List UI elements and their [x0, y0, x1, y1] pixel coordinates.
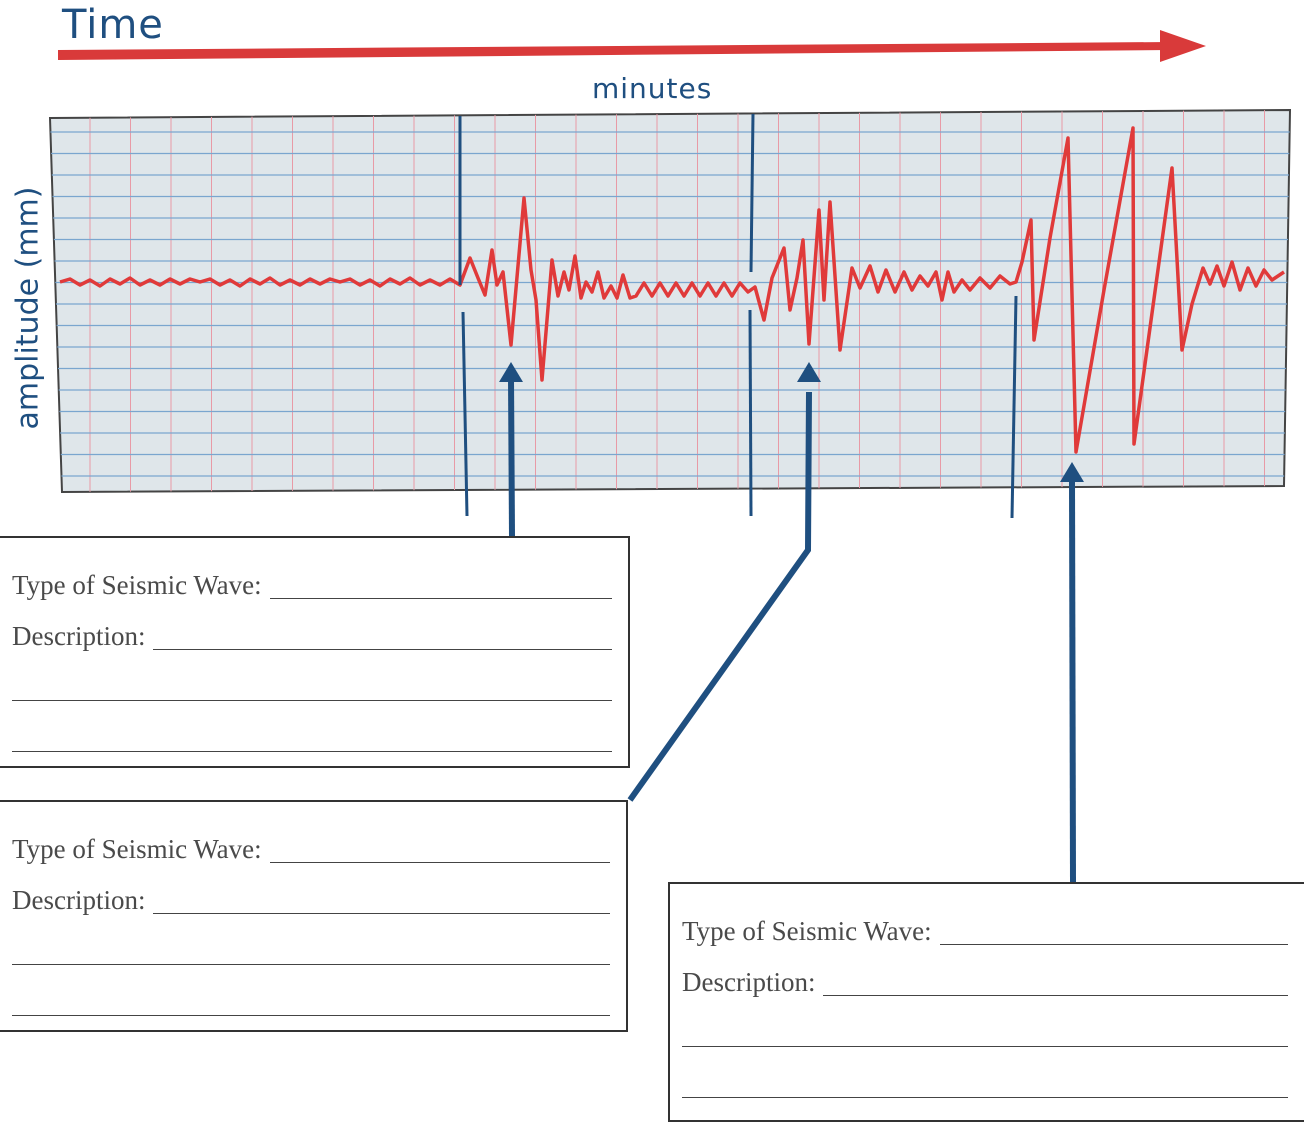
description-label: Description: [12, 885, 146, 915]
box-connectors [499, 362, 1084, 883]
arrival-markers [458, 113, 1018, 519]
time-label: Time [62, 2, 164, 48]
description-row-extra [682, 996, 1288, 1047]
type-answer-line[interactable] [939, 914, 1288, 945]
description-row: Description: [12, 863, 610, 914]
description-label: Description: [682, 967, 816, 997]
type-answer-line[interactable] [269, 568, 612, 599]
arrival-marker-line [1010, 295, 1018, 519]
connector-arrowhead-icon [797, 362, 821, 382]
description-row-extra [12, 650, 612, 701]
description-answer-line[interactable] [12, 971, 610, 1016]
description-row: Description: [12, 599, 612, 650]
description-row-extra [12, 965, 610, 1016]
seismic-trace [59, 126, 1285, 454]
type-label: Type of Seismic Wave: [12, 834, 262, 864]
connector-line [1069, 479, 1076, 883]
time-arrow-icon [58, 30, 1206, 62]
type-answer-line[interactable] [269, 832, 610, 863]
connector-arrowhead-icon [499, 362, 523, 382]
seismogram-paper [48, 108, 1292, 494]
answer-box-3: Type of Seismic Wave: Description: [668, 882, 1304, 1122]
paper-grid [50, 110, 1290, 492]
description-row-extra [12, 701, 612, 752]
description-row: Description: [682, 945, 1288, 996]
arrival-marker-line [461, 311, 469, 517]
type-row: Type of Seismic Wave: [12, 812, 610, 863]
time-arrow-head [1160, 30, 1206, 62]
description-row-extra [682, 1047, 1288, 1098]
description-answer-line[interactable] [682, 1002, 1288, 1047]
type-label: Type of Seismic Wave: [682, 916, 932, 946]
connector-line [508, 377, 515, 537]
answer-box-1: Type of Seismic Wave: Description: [0, 536, 630, 768]
description-answer-line[interactable] [12, 920, 610, 965]
answer-box-2: Type of Seismic Wave: Description: [0, 800, 628, 1032]
connector-line [627, 391, 812, 802]
type-row: Type of Seismic Wave: [682, 894, 1288, 945]
description-answer-line[interactable] [153, 619, 612, 650]
arrival-marker-line [749, 113, 755, 273]
type-row: Type of Seismic Wave: [12, 548, 612, 599]
description-label: Description: [12, 621, 146, 651]
description-answer-line[interactable] [153, 883, 610, 914]
time-arrow-shaft [58, 42, 1170, 60]
paper-background [48, 108, 1292, 494]
description-answer-line[interactable] [12, 707, 612, 752]
description-answer-line[interactable] [823, 965, 1288, 996]
arrival-marker-line [748, 309, 753, 517]
description-answer-line[interactable] [682, 1053, 1288, 1098]
connector-arrowhead-icon [1060, 462, 1084, 482]
description-answer-line[interactable] [12, 656, 612, 701]
description-row-extra [12, 914, 610, 965]
x-axis-label: minutes [592, 72, 713, 105]
type-label: Type of Seismic Wave: [12, 570, 262, 600]
